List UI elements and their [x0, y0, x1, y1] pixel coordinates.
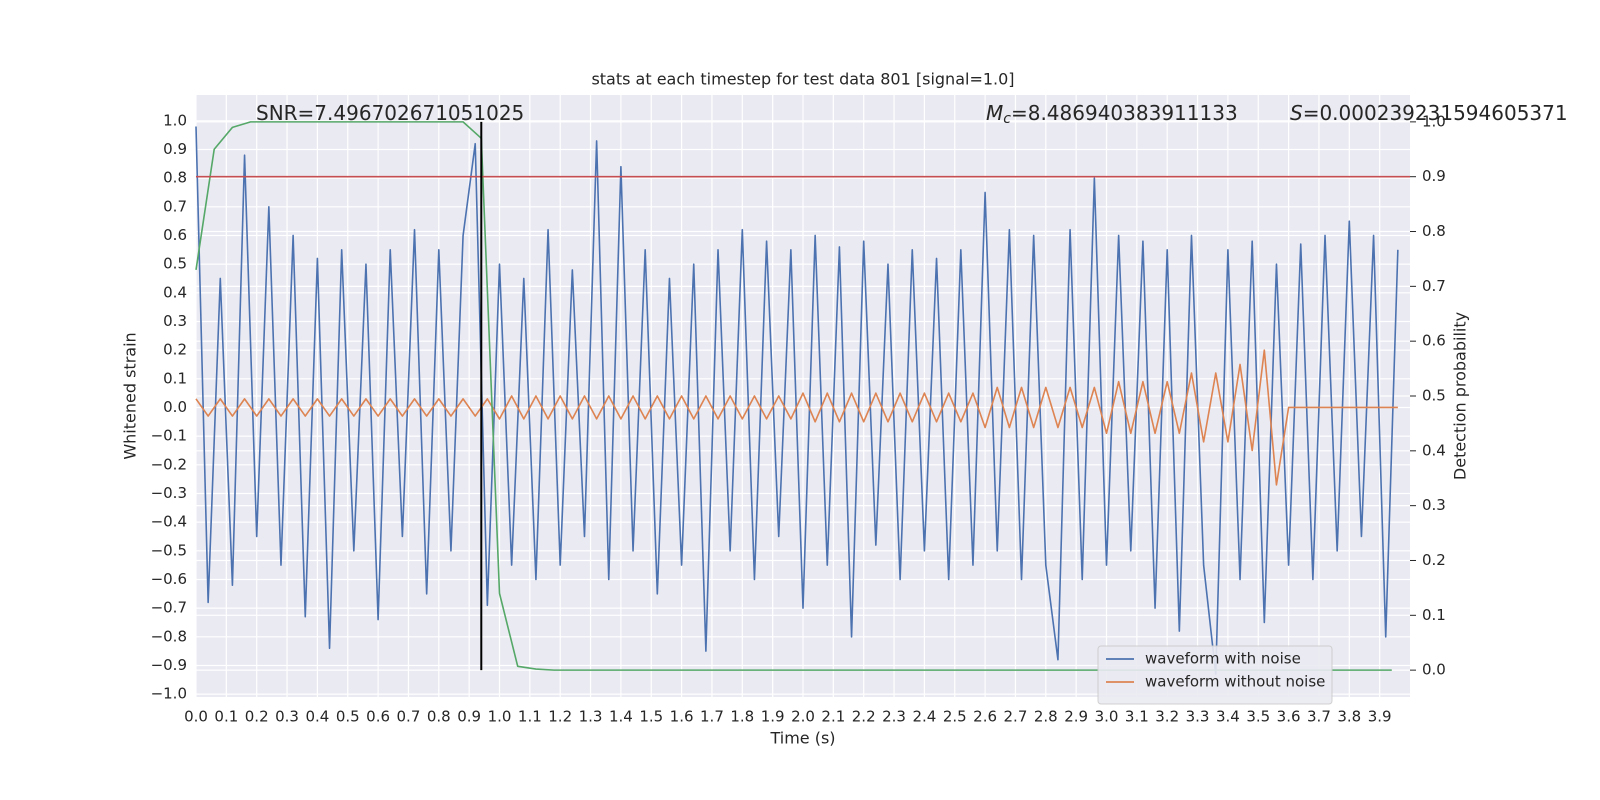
y-tick-label: −0.8: [151, 627, 187, 645]
x-tick-label: 2.2: [852, 708, 876, 726]
y-tick-label: 0.1: [163, 369, 187, 387]
x-axis-label: Time (s): [769, 729, 835, 748]
x-tick-label: 1.1: [518, 708, 542, 726]
y-tick-label: 0.9: [163, 140, 187, 158]
x-tick-label: 0.1: [214, 708, 238, 726]
y-axis-label: Whitened strain: [121, 332, 140, 459]
y2-tick-label: 0.9: [1422, 167, 1446, 185]
x-tick-label: 2.4: [912, 708, 936, 726]
x-tick-label: 0.6: [366, 708, 390, 726]
x-tick-label: 0.8: [427, 708, 451, 726]
x-tick-label: 3.6: [1277, 708, 1301, 726]
annotation-text: SNR=7.496702671051025: [256, 101, 524, 125]
annotation-text: =8.486940383911133: [1011, 101, 1238, 125]
y-tick-label: 0.2: [163, 341, 187, 359]
x-tick-label: 3.8: [1337, 708, 1361, 726]
y2-tick-label: 0.4: [1422, 441, 1446, 459]
y2-tick-label: 0.6: [1422, 332, 1446, 350]
x-tick-label: 2.8: [1034, 708, 1058, 726]
y-tick-label: −0.3: [151, 484, 187, 502]
y-tick-label: −0.5: [151, 541, 187, 559]
annotation: S=0.000239231594605371: [1290, 101, 1568, 125]
x-tick-label: 3.1: [1125, 708, 1149, 726]
y-tick-label: −0.9: [151, 656, 187, 674]
x-tick-label: 1.0: [488, 708, 512, 726]
annotation-symbol: M: [986, 101, 1003, 125]
annotation-subscript: c: [1003, 111, 1011, 127]
x-tick-label: 0.9: [457, 708, 481, 726]
annotation: SNR=7.496702671051025: [256, 101, 524, 125]
x-tick-label: 1.7: [700, 708, 724, 726]
legend-label: waveform without noise: [1145, 673, 1325, 691]
y2-tick-label: 0.7: [1422, 277, 1446, 295]
y-tick-label: 0.3: [163, 312, 187, 330]
x-tick-label: 2.9: [1064, 708, 1088, 726]
x-tick-label: 2.1: [821, 708, 845, 726]
x-tick-label: 1.2: [548, 708, 572, 726]
x-tick-label: 2.3: [882, 708, 906, 726]
x-tick-label: 3.4: [1216, 708, 1240, 726]
y2-tick-label: 0.0: [1422, 661, 1446, 679]
legend-label: waveform with noise: [1145, 650, 1301, 668]
y-tick-label: −0.6: [151, 570, 187, 588]
y-tick-label: 0.8: [163, 169, 187, 187]
series-line: [195, 349, 1398, 486]
y2-axis-label: Detection probability: [1451, 312, 1470, 480]
x-tick-label: 3.2: [1155, 708, 1179, 726]
y2-tick-label: 0.8: [1422, 222, 1446, 240]
x-tick-label: 0.7: [397, 708, 421, 726]
x-tick-label: 0.5: [336, 708, 360, 726]
x-tick-label: 1.8: [730, 708, 754, 726]
y-tick-label: −1.0: [151, 685, 187, 703]
x-tick-label: 2.0: [791, 708, 815, 726]
x-tick-label: 2.5: [943, 708, 967, 726]
x-tick-label: 1.3: [579, 708, 603, 726]
y-tick-label: 0.7: [163, 197, 187, 215]
y2-tick-label: 1.0: [1422, 112, 1446, 130]
y2-tick-label: 0.3: [1422, 496, 1446, 514]
x-tick-label: 3.3: [1186, 708, 1210, 726]
x-tick-label: 3.0: [1095, 708, 1119, 726]
y2-tick-label: 0.5: [1422, 387, 1446, 405]
x-tick-label: 0.2: [245, 708, 269, 726]
annotation: Mc=8.486940383911133: [986, 101, 1238, 128]
annotation-symbol: S: [1290, 101, 1303, 125]
x-tick-label: 1.6: [670, 708, 694, 726]
x-tick-label: 2.7: [1004, 708, 1028, 726]
legend-box: [1097, 645, 1333, 705]
x-tick-label: 1.5: [639, 708, 663, 726]
x-tick-label: 0.0: [184, 708, 208, 726]
x-tick-label: 0.4: [305, 708, 329, 726]
y-tick-label: 0.6: [163, 226, 187, 244]
y-tick-label: −0.7: [151, 599, 187, 617]
y-tick-label: 1.0: [163, 111, 187, 129]
x-tick-label: 1.4: [609, 708, 633, 726]
x-tick-label: 1.9: [761, 708, 785, 726]
y2-tick-label: 0.2: [1422, 551, 1446, 569]
x-tick-label: 0.3: [275, 708, 299, 726]
x-tick-label: 3.5: [1246, 708, 1270, 726]
x-tick-label: 3.7: [1307, 708, 1331, 726]
y-tick-label: 0.4: [163, 283, 187, 301]
marks: [195, 121, 1410, 675]
y-tick-label: 0.5: [163, 255, 187, 273]
annotation-text: =0.000239231594605371: [1303, 101, 1568, 125]
series-line: [195, 126, 1399, 675]
x-tick-label: 2.6: [973, 708, 997, 726]
y-tick-label: −0.1: [151, 427, 187, 445]
y2-tick-label: 0.1: [1422, 606, 1446, 624]
y-tick-label: −0.2: [151, 455, 187, 473]
x-tick-label: 3.9: [1368, 708, 1392, 726]
chart-title: stats at each timestep for test data 801…: [591, 70, 1014, 89]
y-tick-label: −0.4: [151, 513, 187, 531]
y-tick-label: 0.0: [163, 398, 187, 416]
legend: waveform with noise waveform without nois…: [1097, 645, 1333, 705]
